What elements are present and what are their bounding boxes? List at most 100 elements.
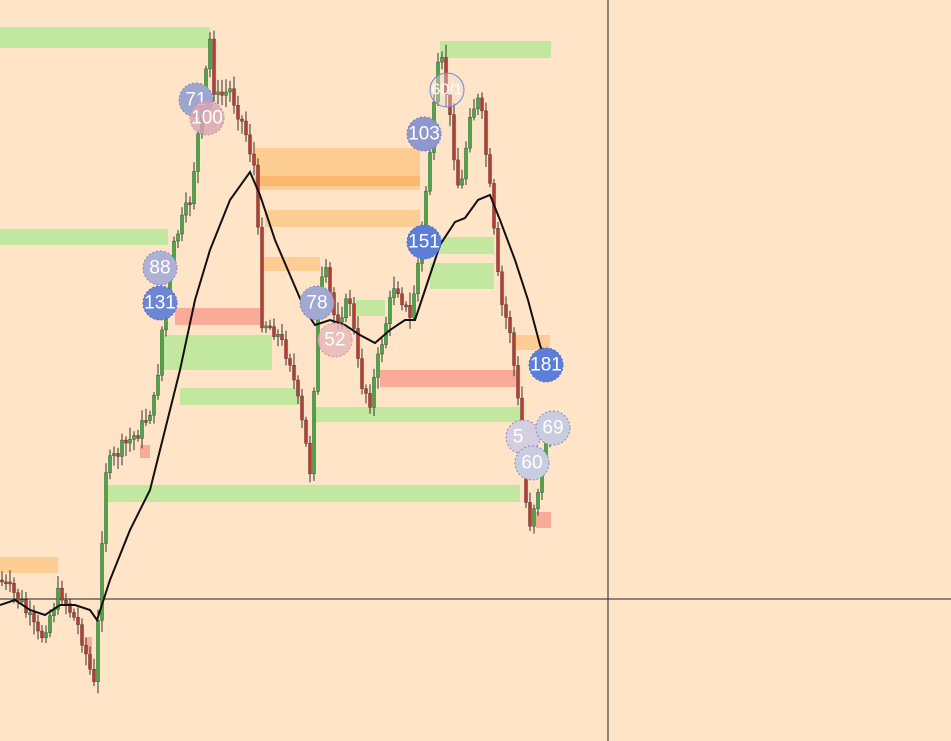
candle-body [176, 233, 180, 242]
bubbles: 71 100 60/1 103 151 88 131 78 52 181 5 6… [142, 72, 571, 481]
resistance-zone [140, 445, 150, 458]
candle-body [352, 303, 356, 329]
bubble: 52 [317, 322, 353, 358]
candle-body [292, 365, 296, 381]
candle-body [188, 202, 192, 206]
candle-body [504, 304, 508, 318]
resistance-zone [380, 370, 516, 387]
candle-body [240, 118, 244, 122]
demand-zone [0, 27, 210, 48]
bubble-circle [406, 116, 442, 152]
candle-body [472, 108, 476, 118]
candle-body [212, 38, 216, 95]
candle-body [56, 588, 60, 610]
demand-zone [430, 237, 494, 254]
candle-body [348, 298, 352, 304]
bubble-label: 60 [521, 453, 542, 474]
candle-body [64, 599, 68, 604]
candle-body [364, 388, 368, 394]
candle-body [120, 439, 124, 457]
bubble-label: 100 [191, 108, 223, 129]
bubble: 131 [142, 285, 178, 321]
supply-zone [265, 210, 420, 227]
candle-body [236, 105, 240, 120]
candle-body [4, 581, 8, 585]
candle-body [372, 377, 376, 408]
candle-body [424, 190, 428, 228]
candle-body [412, 293, 416, 318]
candle-body [148, 415, 152, 421]
candle-body [288, 358, 292, 366]
candle-body [112, 453, 116, 456]
bubble: 69 [535, 410, 571, 446]
candle-body [500, 271, 504, 305]
resistance-zone [175, 308, 260, 325]
candle-body [12, 583, 16, 593]
candle-body [388, 297, 392, 324]
candle-body [140, 420, 144, 439]
demand-zone [0, 229, 168, 245]
demand-zone [180, 388, 300, 405]
candle-body [484, 110, 488, 155]
bubble-label: 151 [408, 232, 440, 253]
candle-body [156, 375, 160, 396]
candle-body [72, 612, 76, 618]
bubble-circle [535, 410, 571, 446]
candle-body [340, 317, 344, 323]
candle-body [356, 328, 360, 359]
candle-body [508, 317, 512, 333]
zones [0, 27, 551, 653]
candle-body [276, 334, 280, 337]
candle-body [444, 57, 448, 95]
candle-body [300, 395, 304, 421]
candle-body [452, 114, 456, 161]
candle-body [408, 305, 412, 318]
demand-zone [160, 335, 272, 370]
bubble-circle [406, 224, 442, 260]
candle-body [84, 645, 88, 655]
bubble: 181 [528, 347, 564, 383]
candle-body [40, 630, 44, 638]
candle-body [160, 329, 164, 376]
candle-body [48, 615, 52, 633]
resistance-zone [536, 512, 551, 528]
bubble: 60/1 [429, 72, 465, 108]
candle-body [392, 288, 396, 298]
candle-body [476, 97, 480, 110]
demand-zone [315, 407, 520, 422]
candle-body [380, 344, 384, 355]
candle-body [152, 395, 156, 416]
candle-body [512, 332, 516, 366]
candle-body [528, 502, 532, 527]
supply-zone [262, 257, 320, 271]
candle-body [252, 153, 256, 166]
bubble-circle [299, 285, 335, 321]
candle-body [100, 543, 104, 621]
bubble: 60 [514, 445, 550, 481]
candle-body [180, 214, 184, 235]
candle-body [128, 439, 132, 444]
candle-body [480, 97, 484, 112]
candle-body [268, 325, 272, 329]
candle-body [44, 632, 48, 638]
demand-zone [356, 300, 385, 316]
candle-body [368, 393, 372, 408]
candle-body [396, 288, 400, 295]
candle-body [440, 57, 444, 63]
candle-body [80, 624, 84, 646]
candle-body [284, 339, 288, 359]
candle-body [0, 579, 4, 583]
candle-body [76, 617, 80, 625]
candle-body [92, 669, 96, 682]
bubble-circle [142, 285, 178, 321]
candle-body [208, 38, 212, 70]
candle-body [28, 612, 32, 616]
candle-body [488, 154, 492, 184]
candle-body [16, 592, 20, 601]
supply-zone [516, 335, 550, 350]
demand-zone [108, 485, 520, 502]
candle-body [228, 88, 232, 93]
resistance-zone [85, 637, 92, 653]
candle-body [20, 599, 24, 602]
